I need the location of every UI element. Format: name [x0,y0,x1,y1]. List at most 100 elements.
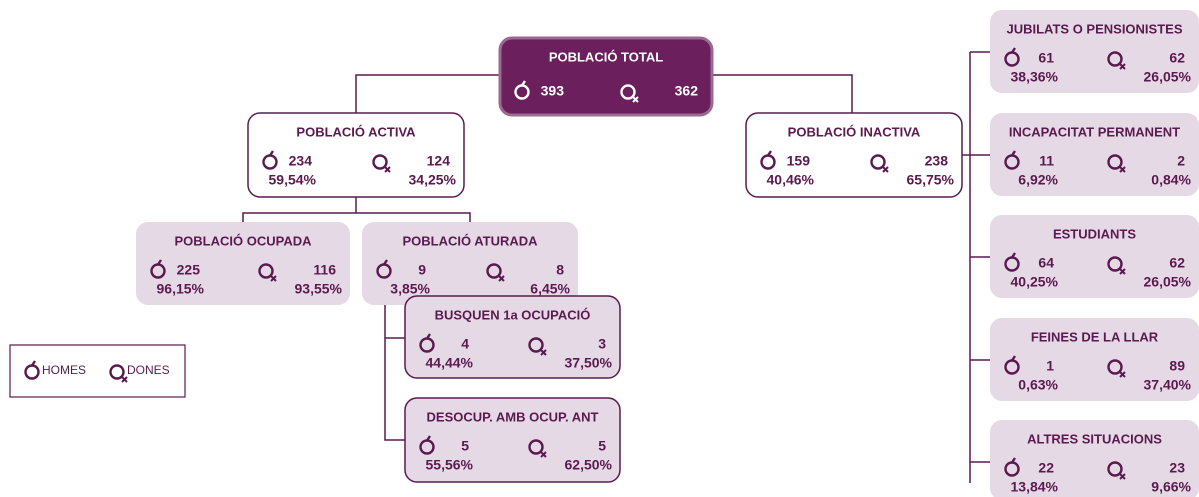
men-pct: 6,92% [1018,172,1058,188]
men-count: 234 [289,153,313,169]
male-symbol-arrow [269,150,274,157]
female-symbol-cross [120,375,128,383]
male-symbol-arrow [1011,355,1016,362]
men-pct: 3,85% [390,281,430,297]
female-symbol [258,263,274,279]
female-symbol [486,263,502,279]
node-box [990,215,1199,298]
node: INCAPACITAT PERMANENT 11 2 6,92% 0,84% [990,113,1199,196]
node-box [498,36,714,117]
node: POBLACIÓ INACTIVA 159 238 40,46% 65,75% [745,112,963,198]
female-symbol-cross [1118,472,1126,480]
node: ALTRES SITUACIONS 22 23 13,84% 9,66% [990,420,1199,497]
node-box [362,222,578,305]
male-symbol-arrow [1011,150,1016,157]
male-symbol [24,364,40,380]
male-symbol-arrow [426,435,431,442]
men-count: 5 [461,438,469,454]
women-pct: 34,25% [409,172,457,188]
female-symbol [1107,154,1123,170]
node-title: BUSQUEN 1a OCUPACIÓ [435,307,591,322]
female-symbol-cross [1118,370,1126,378]
women-count: 89 [1169,358,1185,374]
female-symbol-cross [1118,62,1126,70]
male-symbol-arrow [157,259,162,266]
female-symbol-cross [1118,267,1126,275]
legend-women: DONES [127,363,170,377]
node-title: FEINES DE LA LLAR [1031,329,1159,344]
women-count: 3 [598,336,606,352]
node-box [990,420,1199,497]
male-symbol-arrow [1011,252,1016,259]
node: BUSQUEN 1a OCUPACIÓ 4 3 44,44% 37,50% [404,295,621,379]
female-symbol-cross [539,450,547,458]
women-count: 5 [598,438,606,454]
legend-men: HOMES [42,363,86,377]
node-title: POBLACIÓ ACTIVA [296,124,416,139]
node-title: POBLACIÓ INACTIVA [788,124,921,139]
men-pct: 55,56% [426,457,474,473]
women-count: 116 [313,262,336,278]
male-symbol-arrow [521,80,526,87]
female-symbol [870,154,886,170]
women-count: 8 [556,262,564,278]
male-symbol-arrow [426,333,431,340]
female-symbol [1107,256,1123,272]
node-title: INCAPACITAT PERMANENT [1009,124,1180,139]
node: POBLACIÓ ACTIVA 234 124 59,54% 34,25% [247,112,465,198]
connector [242,197,471,222]
node: POBLACIÓ TOTAL 393 362 [498,36,714,117]
women-count: 2 [1177,153,1185,169]
women-pct: 65,75% [907,172,955,188]
male-symbol-arrow [1011,47,1016,54]
men-pct: 40,25% [1011,274,1059,290]
node: POBLACIÓ ATURADA 9 8 3,85% 6,45% [362,222,578,305]
node-box [990,318,1199,401]
node: JUBILATS O PENSIONISTES 61 62 38,36% 26,05% [990,10,1199,93]
female-symbol-cross [269,274,277,282]
male-symbol-arrow [383,259,388,266]
women-pct: 62,50% [565,457,613,473]
node-title: POBLACIÓ TOTAL [549,49,663,64]
men-count: 64 [1038,255,1054,271]
node-box [404,397,621,483]
men-pct: 13,84% [1011,479,1059,495]
female-symbol [372,154,388,170]
women-count: 62 [1169,255,1185,271]
male-symbol-arrow [31,360,36,367]
women-count: 362 [675,83,699,99]
women-pct: 0,84% [1151,172,1191,188]
men-count: 9 [418,262,426,278]
connector [384,305,405,441]
men-pct: 44,44% [426,355,474,371]
women-pct: 26,05% [1144,274,1192,290]
node-title: ALTRES SITUACIONS [1027,431,1162,446]
node-box [745,112,963,198]
male-symbol-arrow [1011,457,1016,464]
node: POBLACIÓ OCUPADA 225 116 96,15% 93,55% [136,222,350,305]
node-box [990,10,1199,93]
node: ESTUDIANTS 64 62 40,25% 26,05% [990,215,1199,298]
men-pct: 40,46% [767,172,815,188]
women-pct: 37,40% [1144,377,1192,393]
legend-box [9,344,186,398]
female-symbol [1107,359,1123,375]
men-count: 61 [1038,50,1054,66]
men-pct: 0,63% [1018,377,1058,393]
women-pct: 37,50% [565,355,613,371]
women-pct: 93,55% [295,281,343,297]
men-pct: 59,54% [269,172,317,188]
female-symbol-cross [497,274,505,282]
female-symbol-cross [881,165,889,173]
female-symbol-cross [1118,165,1126,173]
female-symbol [109,364,125,380]
connector [962,51,990,483]
female-symbol-cross [631,95,639,103]
female-symbol [528,439,544,455]
node: DESOCUP. AMB OCUP. ANT 5 5 55,56% 62,50% [404,397,621,483]
female-symbol [620,84,636,100]
women-count: 62 [1169,50,1185,66]
women-pct: 6,45% [530,281,570,297]
node-box [247,112,465,198]
